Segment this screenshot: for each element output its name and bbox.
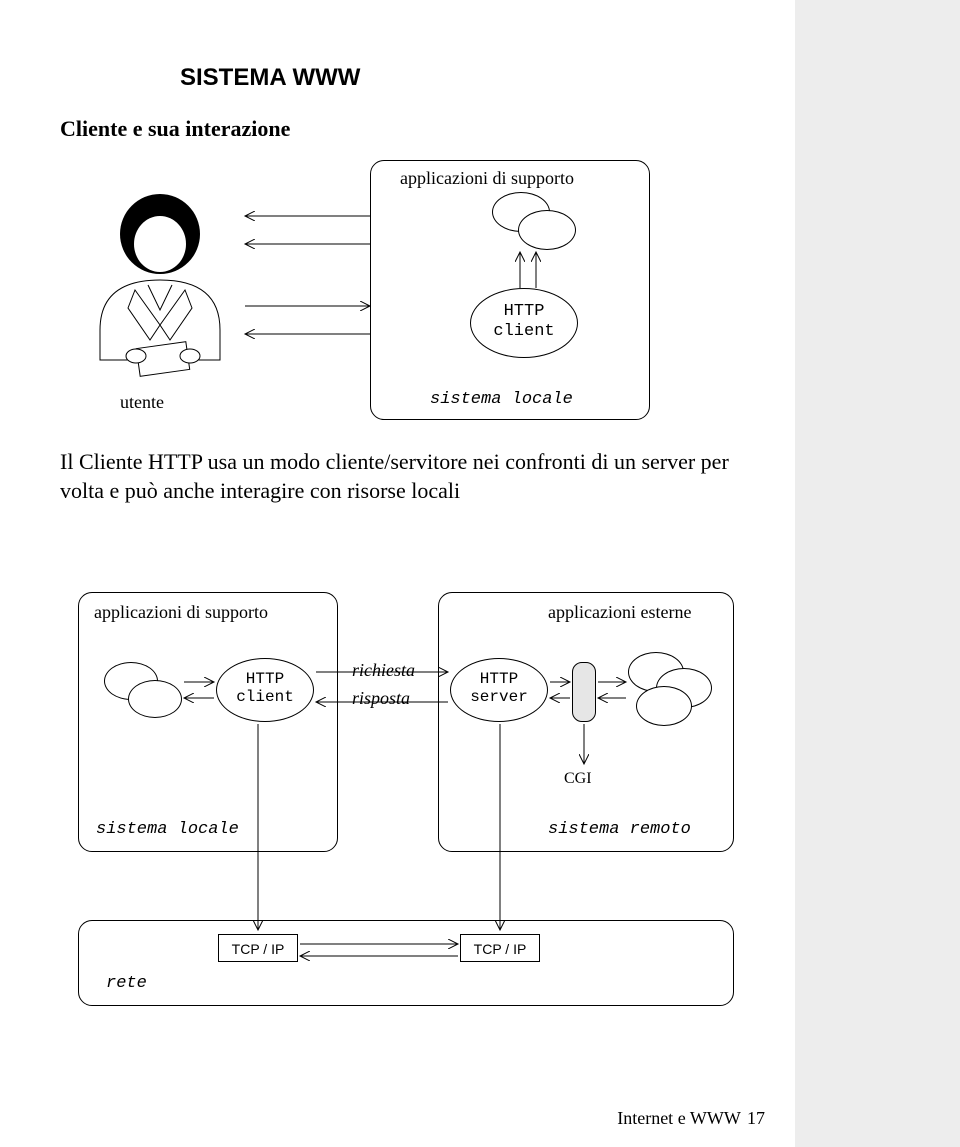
footer: Internet e WWW 17 — [617, 1108, 765, 1129]
page-content: SISTEMA WWW Cliente e sua interazione ut… — [0, 0, 795, 1147]
sidebar — [795, 0, 960, 1147]
footer-number: 17 — [747, 1108, 765, 1128]
footer-text: Internet e WWW — [617, 1108, 740, 1128]
bottom-arrows — [0, 0, 795, 1020]
